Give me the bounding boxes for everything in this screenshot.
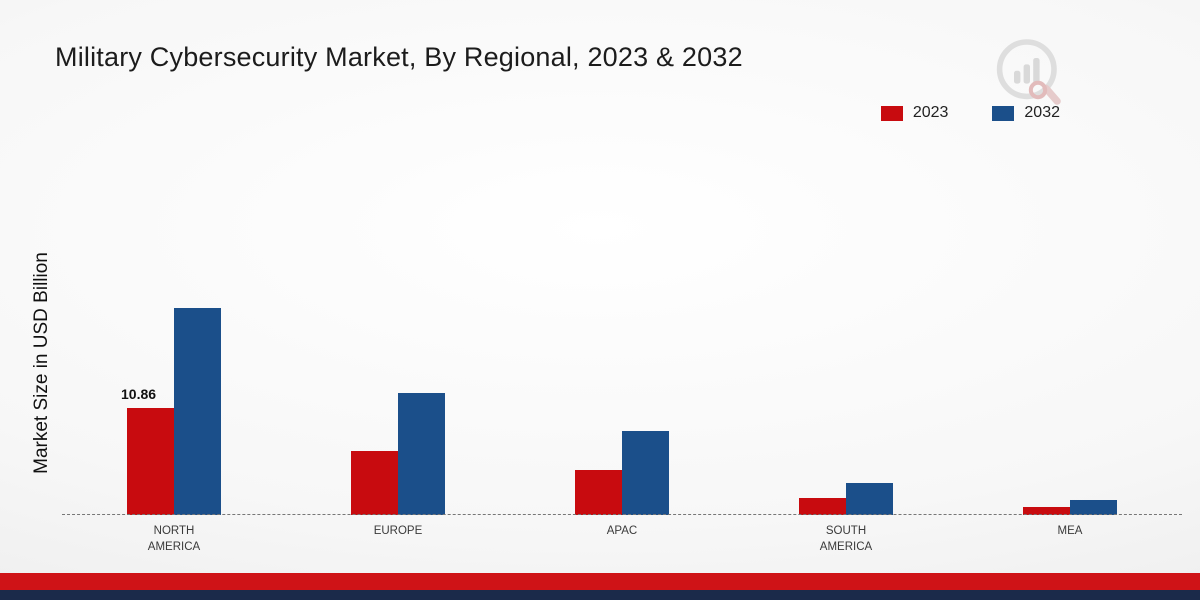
category-label-south-america: SOUTH AMERICA: [819, 525, 873, 553]
legend-item-2023: 2023: [880, 104, 949, 122]
bar-2032-apac: [622, 431, 669, 515]
bar-2023-apac: [575, 470, 622, 515]
plot-area: 10.86 NORTH AMERICA EUROPE APAC SOUTH AMERIC…: [62, 145, 1182, 553]
bar-group-mea: MEA: [1023, 500, 1117, 537]
bar-2032-europe: [398, 393, 445, 515]
bar-2032-mea: [1070, 500, 1117, 515]
bar-2023-europe: [351, 451, 398, 515]
bar-2023-north-america: 10.86: [121, 386, 174, 515]
category-label-north-america: NORTH AMERICA: [147, 525, 201, 553]
bar-2032-south-america: [846, 483, 893, 515]
category-label-mea: MEA: [1057, 525, 1083, 537]
bar-group-south-america: SOUTH AMERICA: [799, 483, 893, 553]
legend-label-2032: 2032: [1024, 104, 1060, 121]
bar-groups: 10.86 NORTH AMERICA EUROPE APAC SOUTH AMERIC…: [62, 145, 1182, 553]
y-axis-label: Market Size in USD Billion: [31, 252, 52, 474]
legend-swatch-2032: [992, 105, 1015, 121]
legend-label-2023: 2023: [912, 104, 949, 121]
bar-2023-south-america: [799, 498, 846, 515]
bar-group-north-america: 10.86 NORTH AMERICA: [121, 308, 221, 553]
bar-2023-mea: [1023, 507, 1070, 515]
bar-group-europe: EUROPE: [351, 393, 445, 537]
market-research-watermark-logo: [990, 34, 1070, 114]
footer-navy-strip: [0, 590, 1200, 600]
legend: 2023 2032: [880, 104, 1060, 122]
legend-item-2032: 2032: [992, 104, 1060, 122]
category-label-europe: EUROPE: [373, 525, 423, 537]
bar-value-label: 10.86: [121, 386, 157, 402]
footer-red-strip: [0, 573, 1200, 590]
bar-2032-north-america: [174, 308, 221, 515]
zero-baseline: [62, 514, 1182, 515]
bar-group-apac: APAC: [575, 431, 669, 537]
legend-swatch-2023: [880, 105, 903, 121]
chart-title: Military Cybersecurity Market, By Region…: [55, 42, 743, 72]
category-label-apac: APAC: [606, 525, 638, 537]
